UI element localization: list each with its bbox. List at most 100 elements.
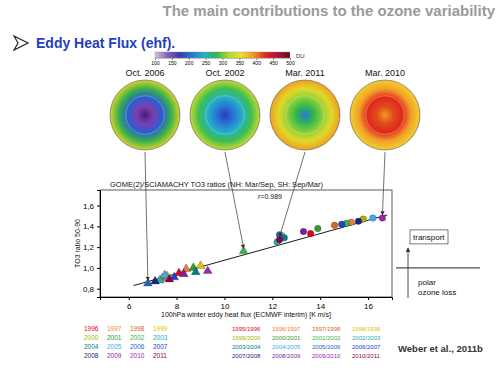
legend-entry: 2010/2011 — [352, 353, 381, 359]
y-tick-label: 1,4 — [83, 222, 95, 231]
annotation: ozone loss — [418, 288, 456, 297]
data-point — [196, 261, 205, 269]
map-arrow — [382, 152, 385, 215]
colorbar-tick: 350 — [236, 58, 245, 66]
x-tick-label: 8 — [175, 302, 180, 311]
data-point — [331, 222, 338, 229]
map-graticule — [126, 96, 165, 135]
legend-entry: 2003/2004 — [232, 344, 261, 350]
legend-entry: 2007/2008 — [232, 353, 261, 359]
x-tick-label: 16 — [364, 302, 373, 311]
ozone-map — [110, 80, 180, 150]
legend-entry: 1997/1998 — [312, 326, 341, 332]
data-point — [355, 218, 362, 225]
y-tick-mark — [97, 206, 100, 207]
map-graticule — [286, 96, 325, 135]
legend-entry: 1995/1996 — [232, 326, 261, 332]
x-axis: 6810121416 — [101, 297, 393, 311]
legend-entry: 2010 — [130, 352, 145, 359]
y-axis-title: TO3 ratio 50-90 — [74, 219, 81, 268]
legend-entry: 2005/2006 — [312, 344, 341, 350]
x-tick: 14 — [316, 297, 325, 311]
data-point — [300, 228, 307, 235]
legend-entry: 2000/2001 — [272, 335, 301, 341]
colorbar-tick: 250 — [202, 58, 211, 66]
map-label: Oct. 2002 — [205, 68, 244, 78]
slide: The main contributions to the ozone vari… — [0, 0, 500, 375]
map-arrow — [280, 152, 305, 237]
x-tick: 8 — [175, 297, 180, 311]
regression-line — [134, 215, 388, 286]
data-point — [151, 276, 160, 284]
colorbar-tick-label: 150 — [168, 60, 177, 66]
legend-entry: 2000 — [84, 334, 99, 341]
x-tick-label: 6 — [127, 302, 132, 311]
reference-line — [396, 267, 480, 268]
chart-subtitle: r=0.989 — [258, 193, 282, 200]
map-label: Mar. 2010 — [365, 68, 405, 78]
colorbar-tick: 500 — [286, 58, 295, 66]
y-tick: 1,0 — [83, 264, 100, 273]
x-tick-mark — [272, 297, 273, 300]
annotation: polar — [418, 278, 436, 287]
data-point — [191, 267, 200, 275]
legend-entry: 2003 — [153, 334, 168, 341]
chart-title: GOME(2)/SCIAMACHY TO3 ratios (NH: Mar/Se… — [110, 180, 323, 189]
colorbar-tick-label: 400 — [253, 60, 262, 66]
legend-entry: 2001/2002 — [312, 335, 341, 341]
map-graticule — [366, 96, 405, 135]
ozone-map — [190, 80, 260, 150]
legend-entry: 2002 — [130, 334, 145, 341]
y-tick: 1,6 — [83, 202, 100, 211]
x-axis-title: 100hPa winter eddy heat flux (ECMWF inte… — [161, 311, 331, 319]
y-tick-mark — [97, 289, 100, 290]
legend-entry: 2004/2005 — [272, 344, 301, 350]
y-tick-label: 1,0 — [83, 264, 95, 273]
bullet-text: Eddy Heat Flux (ehf). — [36, 35, 175, 51]
colorbar-tick-label: 250 — [202, 60, 211, 66]
legend-entry: 1996/1997 — [272, 326, 301, 332]
x-tick: 16 — [364, 297, 373, 311]
legend-entry: 2001 — [107, 334, 122, 341]
y-tick-mark — [97, 226, 100, 227]
bullet-icon — [14, 36, 28, 50]
y-axis: 0,81,01,21,41,6 — [83, 191, 101, 298]
y-axis-line — [97, 191, 101, 298]
y-tick: 1,2 — [83, 243, 100, 252]
legend-entry: 1999/2000 — [232, 335, 261, 341]
colorbar-tick-label: 450 — [269, 60, 278, 66]
legend-entry: 2011 — [153, 352, 167, 359]
colorbar-tick-label: 500 — [286, 60, 295, 66]
colorbar-tick: 200 — [185, 58, 194, 66]
data-point — [203, 266, 212, 274]
map-graticule — [206, 96, 245, 135]
x-tick-label: 14 — [316, 302, 325, 311]
colorbar-tick-label: 200 — [185, 60, 194, 66]
x-tick-mark — [320, 297, 321, 300]
background — [0, 0, 500, 375]
plot-marks — [134, 215, 388, 286]
legend-entry: 2007 — [153, 343, 168, 350]
direction-arrow — [408, 248, 409, 298]
slide-title: The main contributions to the ozone vari… — [162, 2, 495, 19]
colorbar-tick: 100 — [151, 58, 160, 66]
ozone-map — [350, 80, 420, 150]
annotation: transport — [413, 233, 445, 242]
x-tick-mark — [224, 297, 225, 300]
data-point — [307, 230, 314, 237]
data-point — [370, 215, 377, 222]
colorbar-tick-label: 300 — [219, 60, 228, 66]
colorbar-unit: DU — [296, 53, 305, 59]
legend-entry: 2009/2010 — [312, 353, 341, 359]
x-tick-label: 12 — [268, 302, 277, 311]
annotation-box — [410, 230, 448, 244]
legend-entry: 2004 — [84, 343, 99, 350]
data-point — [160, 270, 169, 278]
y-tick-mark — [97, 268, 100, 269]
data-point — [379, 215, 386, 222]
legend-entry: 1998/1999 — [352, 326, 381, 332]
x-tick-mark — [129, 297, 130, 300]
map-label: Oct. 2006 — [125, 68, 164, 78]
x-tick-mark — [177, 297, 178, 300]
legend-entry: 2008/2009 — [272, 353, 301, 359]
